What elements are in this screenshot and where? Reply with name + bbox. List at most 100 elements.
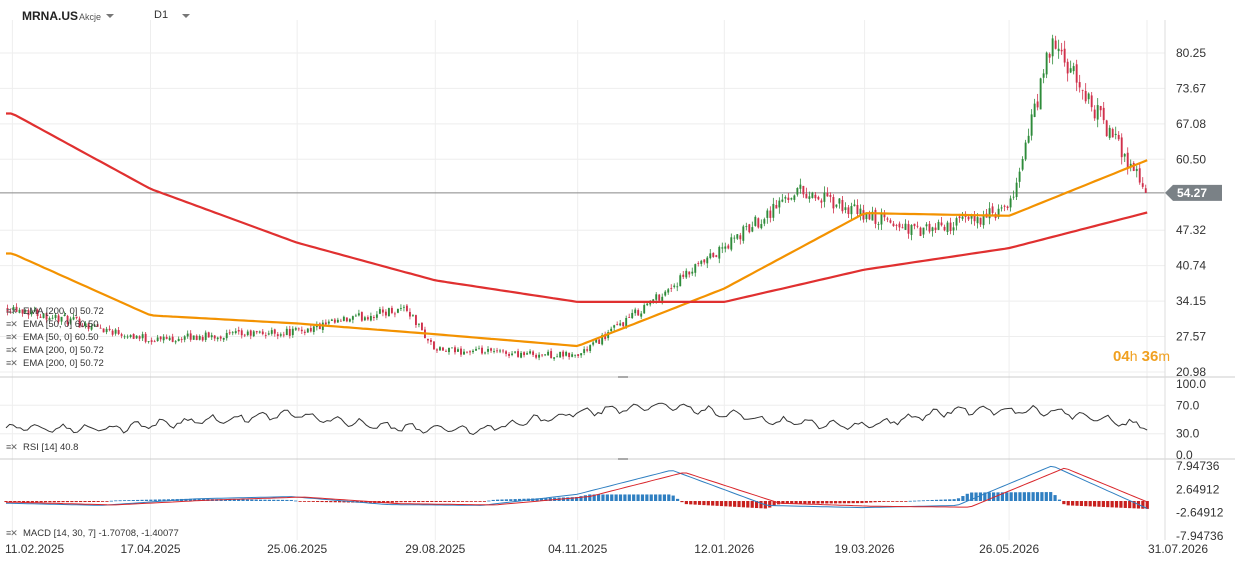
candle-body: [802, 185, 805, 195]
macd-signal-line: [6, 467, 1148, 508]
candle-body: [568, 352, 571, 358]
candle-body: [1084, 90, 1087, 102]
symbol-dropdown-icon[interactable]: [106, 14, 114, 18]
candle-body: [808, 196, 811, 199]
candle-body: [96, 324, 99, 327]
candle-body: [213, 335, 216, 339]
candle-body: [979, 217, 982, 225]
macd-hist-bar: [496, 499, 500, 501]
candle-body: [946, 222, 949, 232]
legend-settings-icon[interactable]: ≡✕: [6, 319, 18, 329]
macd-hist-bar: [658, 494, 662, 501]
macd-line: [5, 465, 1148, 509]
legend-settings-icon[interactable]: ≡✕: [6, 332, 18, 342]
candle-body: [805, 193, 808, 199]
candle-body: [1063, 48, 1066, 63]
macd-hist-bar: [289, 499, 293, 501]
candle-body: [631, 312, 634, 319]
legend-settings-icon[interactable]: ≡✕: [6, 306, 18, 316]
macd-hist-bar: [21, 501, 26, 503]
rsi-legend[interactable]: ≡✕ RSI [14] 40.8: [6, 441, 78, 453]
candle-body: [396, 308, 399, 313]
candle-body: [1087, 93, 1090, 100]
legend-settings-icon[interactable]: ≡✕: [6, 528, 18, 538]
legend-settings-icon[interactable]: ≡✕: [6, 358, 18, 368]
macd-hist-bar: [1079, 501, 1084, 506]
candle-body: [1093, 109, 1096, 119]
macd-hist-bar: [307, 501, 311, 502]
asset-type-label: Akcje: [79, 12, 102, 22]
candle-body: [490, 348, 492, 351]
macd-hist-bar: [667, 494, 671, 501]
candle-body: [556, 356, 559, 358]
candle-body: [541, 354, 544, 356]
candle-body: [1075, 64, 1078, 83]
macd-hist-bar: [1088, 501, 1092, 507]
candle-body: [153, 341, 156, 343]
macd-hist-bar: [17, 501, 21, 503]
candle-body: [913, 223, 916, 227]
candle-body: [159, 336, 162, 340]
candle-body: [138, 336, 141, 339]
candle-body: [577, 354, 580, 356]
candle-body: [117, 330, 120, 334]
legend-settings-icon[interactable]: ≡✕: [6, 442, 18, 452]
macd-hist-bar: [79, 501, 83, 503]
candle-body: [45, 312, 48, 320]
macd-hist-bar: [913, 500, 917, 502]
candle-body: [195, 335, 198, 340]
macd-hist-bar: [570, 497, 574, 501]
candle-body: [811, 192, 814, 198]
candle-body: [279, 334, 282, 336]
macd-hist-bar: [92, 501, 96, 502]
candle-body: [345, 317, 348, 322]
macd-hist-bar: [864, 501, 868, 503]
legend-item-ema200-b[interactable]: ≡✕ EMA [200, 0] 50.72: [6, 344, 104, 356]
macd-hist-bar: [759, 501, 763, 509]
macd-hist-bar: [491, 499, 495, 501]
macd-legend[interactable]: ≡✕ MACD [14, 30, 7] -1.70708, -1.40077: [6, 527, 179, 539]
legend-item-ema50-a[interactable]: ≡✕ EMA [50, 0] 60.50: [6, 318, 99, 330]
candle-body: [234, 331, 237, 334]
timeframe-label[interactable]: D1: [154, 9, 169, 21]
candle-body: [565, 351, 568, 356]
candle-body: [270, 330, 273, 334]
macd-hist-bar: [109, 500, 113, 502]
legend-item-ema200-c[interactable]: ≡✕ EMA [200, 0] 50.72: [6, 357, 104, 369]
macd-hist-bar: [333, 501, 337, 503]
candle-body: [150, 340, 153, 342]
legend-item-ema50-b[interactable]: ≡✕ EMA [50, 0] 60.50: [6, 331, 99, 343]
candle-body: [682, 274, 685, 277]
macd-hist-bar: [794, 501, 798, 504]
panel-separators: [0, 20, 1235, 540]
candle-body: [1039, 78, 1042, 110]
macd-hist-bar: [733, 501, 737, 507]
price-tick-label: 47.32: [1176, 223, 1206, 237]
symbol-label[interactable]: MRNA.US: [22, 9, 78, 23]
candle-body: [1111, 129, 1114, 138]
candle-body: [595, 338, 598, 343]
candle-body: [745, 226, 748, 228]
candle-body: [30, 312, 33, 315]
legend-item-ema200-a[interactable]: ≡✕ EMA [200, 0] 50.72: [6, 305, 104, 317]
legend-settings-icon[interactable]: ≡✕: [6, 345, 18, 355]
macd-hist-bar: [781, 501, 785, 504]
macd-hist-bar: [948, 499, 952, 501]
candle-body: [348, 319, 351, 322]
candle-body: [1057, 48, 1060, 52]
candle-body: [1051, 38, 1054, 57]
time-tick-label: 25.06.2025: [267, 542, 327, 556]
candle-body: [108, 328, 111, 331]
macd-hist-bar: [627, 494, 631, 501]
candle-body: [574, 354, 577, 356]
macd-tick-label: 2.64912: [1176, 482, 1220, 496]
candle-body: [1099, 106, 1102, 111]
timeframe-dropdown-icon[interactable]: [182, 14, 190, 18]
macd-hist-bar: [100, 501, 105, 502]
candle-body: [889, 220, 892, 223]
macd-hist-bar: [877, 501, 882, 503]
candle-body: [1024, 142, 1027, 160]
candle-body: [102, 328, 105, 333]
candle-body: [75, 316, 78, 319]
